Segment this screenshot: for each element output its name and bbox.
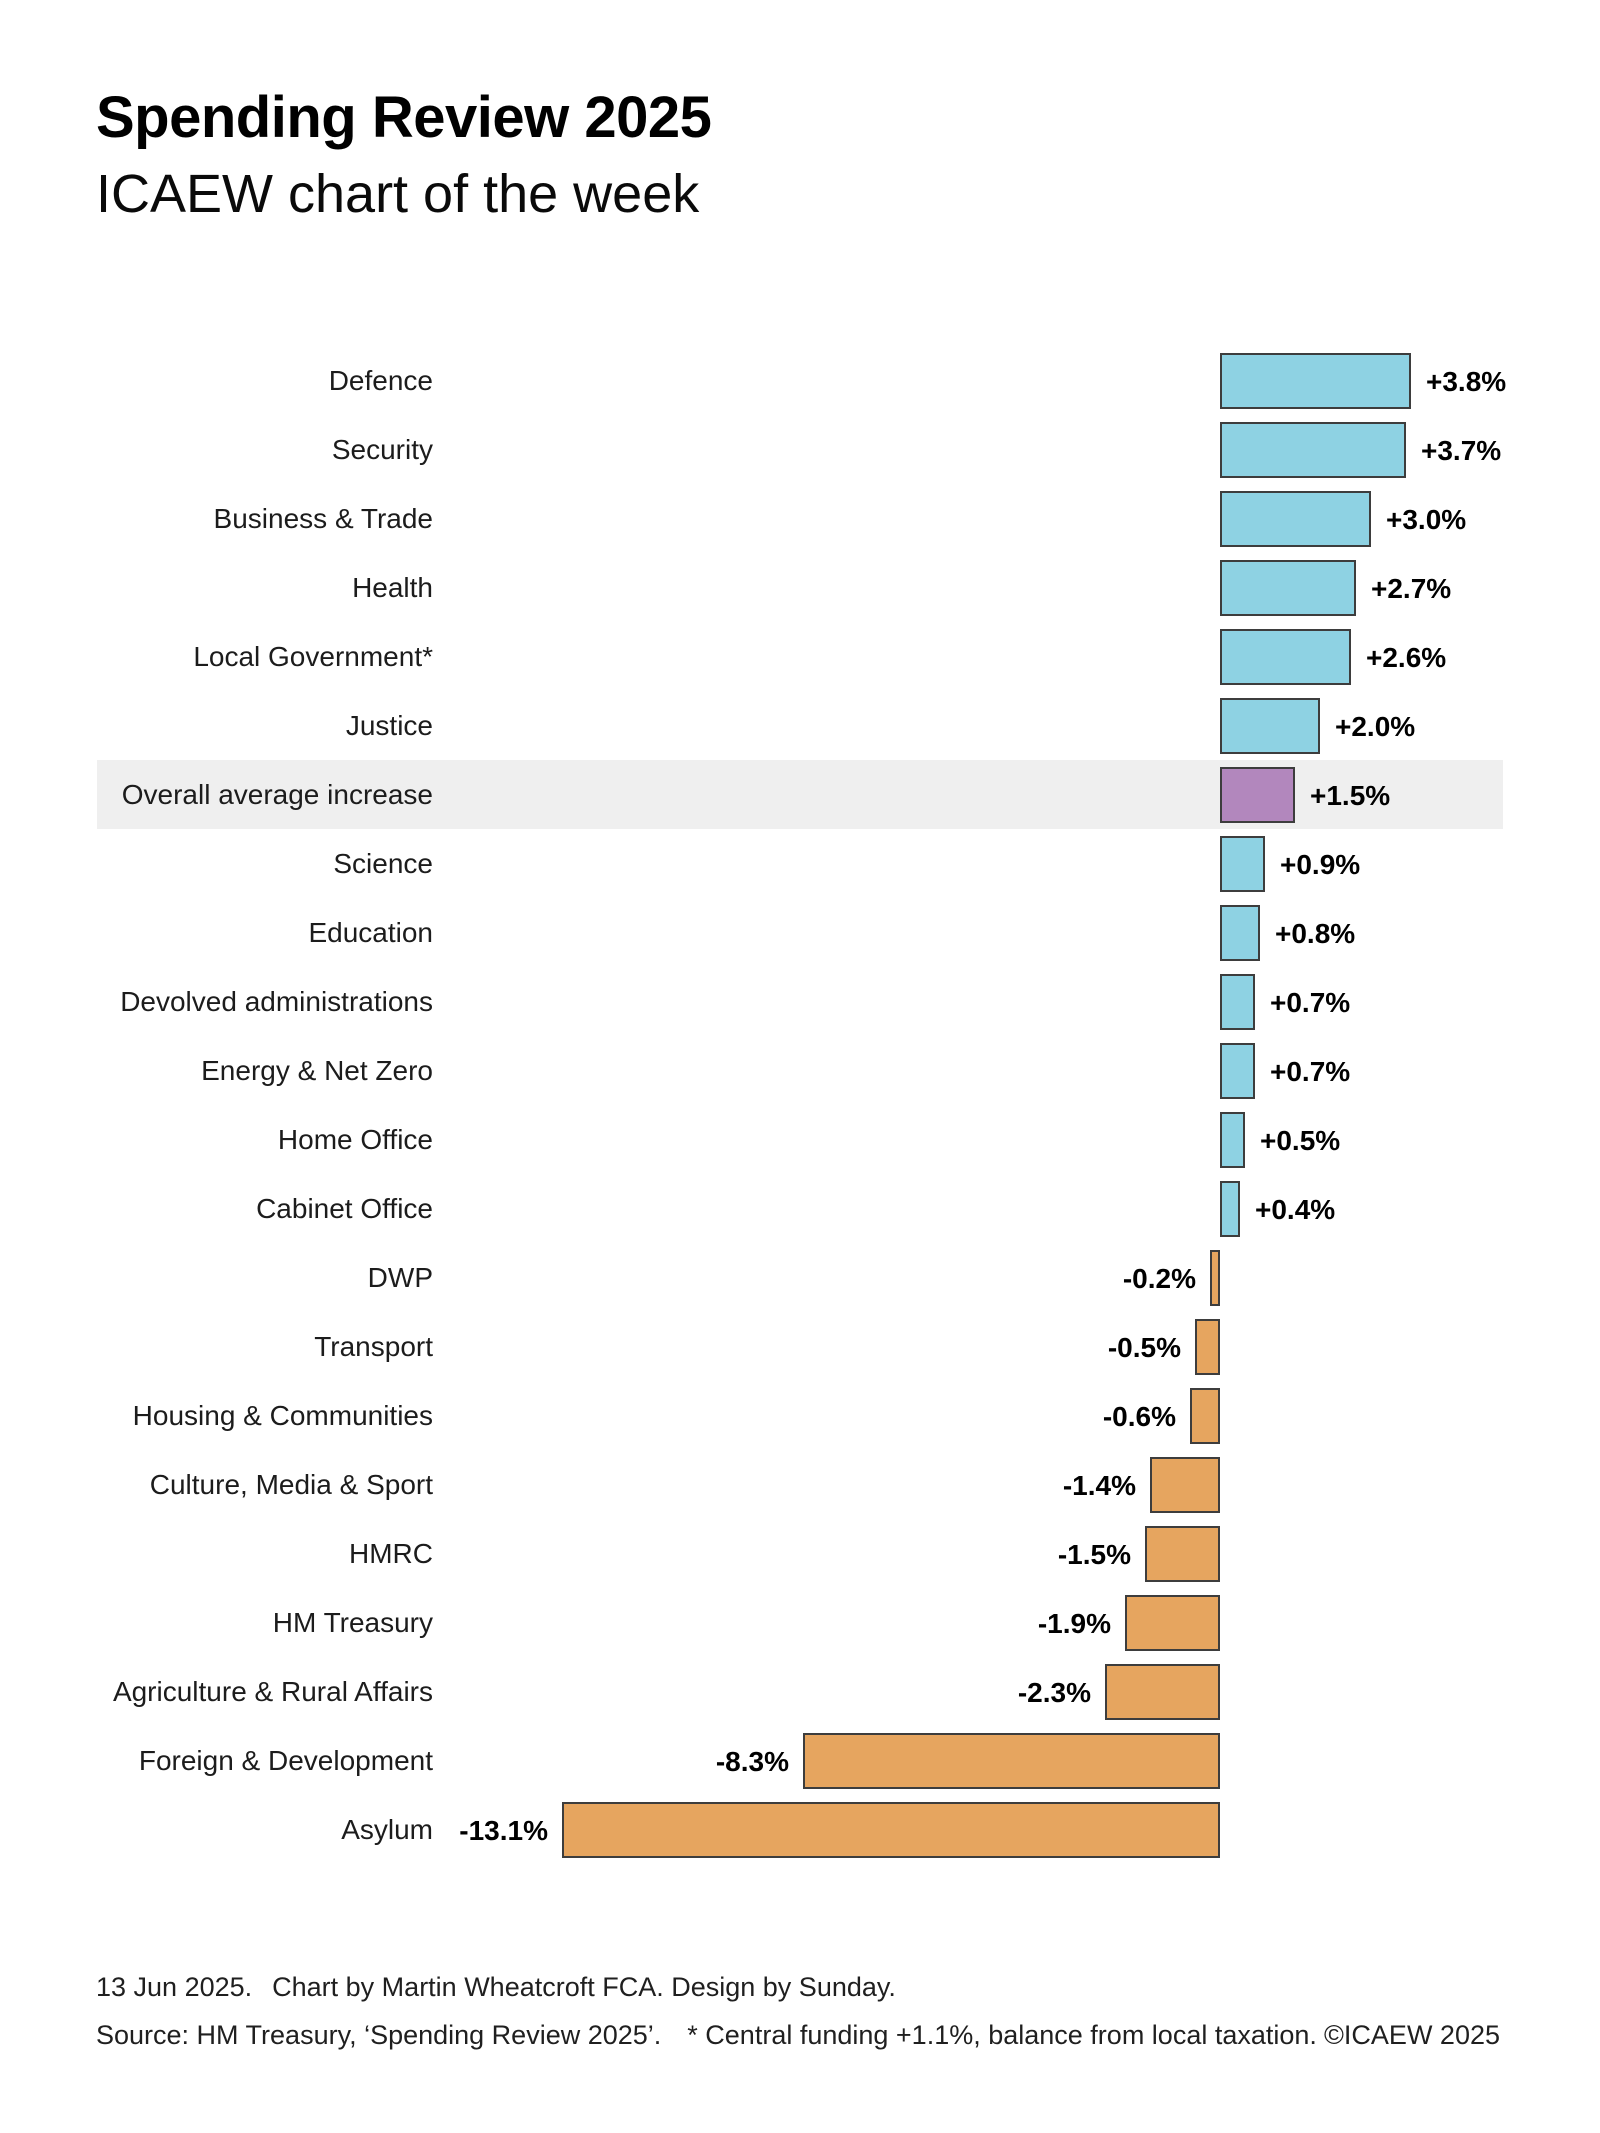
category-label: Local Government*	[193, 641, 433, 672]
value-label: +0.9%	[1280, 849, 1361, 880]
value-label: -0.6%	[1102, 1401, 1176, 1432]
category-label: DWP	[367, 1262, 433, 1293]
value-bar	[1220, 1043, 1255, 1099]
category-label: Cabinet Office	[256, 1193, 433, 1224]
chart-row: Defence +3.8%	[0, 346, 1600, 415]
value-bar	[1195, 1319, 1220, 1375]
value-bar	[1145, 1526, 1220, 1582]
page-title: Spending Review 2025	[96, 85, 712, 150]
category-label: Education	[308, 917, 433, 948]
value-bar	[1125, 1595, 1220, 1651]
value-label: -1.5%	[1057, 1539, 1131, 1570]
bar-chart: Defence +3.8% Security +3.7% Business & Trad…	[0, 346, 1600, 1866]
value-bar	[1220, 629, 1351, 685]
footer-note: * Central funding +1.1%, balance from lo…	[687, 2020, 1317, 2050]
chart-row: Science +0.9%	[0, 829, 1600, 898]
chart-row: Housing & Communities -0.6%	[0, 1381, 1600, 1450]
footer-credit-line: 13 Jun 2025. Chart by Martin Wheatcroft F…	[96, 1972, 896, 2003]
value-bar	[1220, 767, 1295, 823]
value-bar	[1220, 422, 1406, 478]
value-bar	[1220, 974, 1255, 1030]
value-bar	[1220, 1181, 1240, 1237]
value-label: -1.4%	[1062, 1470, 1136, 1501]
chart-row: Justice +2.0%	[0, 691, 1600, 760]
category-label: Science	[333, 848, 433, 879]
value-bar	[562, 1802, 1220, 1858]
value-bar	[1190, 1388, 1220, 1444]
value-bar	[803, 1733, 1220, 1789]
category-label: Transport	[314, 1331, 433, 1362]
chart-row: Business & Trade +3.0%	[0, 484, 1600, 553]
value-label: +2.0%	[1335, 711, 1416, 742]
category-label: Asylum	[341, 1814, 433, 1845]
value-bar	[1210, 1250, 1220, 1306]
category-label: HMRC	[349, 1538, 433, 1569]
chart-row: HM Treasury -1.9%	[0, 1588, 1600, 1657]
category-label: Business & Trade	[213, 503, 433, 534]
category-label: Security	[331, 434, 433, 465]
chart-row: Devolved administrations +0.7%	[0, 967, 1600, 1036]
category-label: Home Office	[277, 1124, 433, 1155]
chart-row: Local Government* +2.6%	[0, 622, 1600, 691]
value-bar	[1220, 698, 1320, 754]
chart-row: Cabinet Office +0.4%	[0, 1174, 1600, 1243]
value-bar	[1220, 560, 1356, 616]
chart-row: Culture, Media & Sport -1.4%	[0, 1450, 1600, 1519]
chart-row: Energy & Net Zero +0.7%	[0, 1036, 1600, 1105]
category-label: Foreign & Development	[138, 1745, 433, 1776]
chart-row: Home Office +0.5%	[0, 1105, 1600, 1174]
value-bar	[1220, 836, 1265, 892]
value-bar	[1105, 1664, 1220, 1720]
footer-source: Source: HM Treasury, ‘Spending Review 20…	[96, 2020, 662, 2050]
category-label: Defence	[328, 365, 433, 396]
chart-row: Agriculture & Rural Affairs -2.3%	[0, 1657, 1600, 1726]
value-label: -13.1%	[459, 1815, 548, 1846]
value-label: -8.3%	[715, 1746, 789, 1777]
value-label: -2.3%	[1017, 1677, 1091, 1708]
value-label: +3.7%	[1421, 435, 1502, 466]
value-label: -1.9%	[1037, 1608, 1111, 1639]
category-label: HM Treasury	[272, 1607, 433, 1638]
category-label: Justice	[345, 710, 433, 741]
value-label: +0.5%	[1260, 1125, 1341, 1156]
category-label: Housing & Communities	[132, 1400, 433, 1431]
category-label: Health	[352, 572, 433, 603]
value-bar	[1150, 1457, 1220, 1513]
value-bar	[1220, 1112, 1245, 1168]
value-label: +0.7%	[1270, 987, 1351, 1018]
value-label: -0.2%	[1122, 1263, 1196, 1294]
value-label: +0.8%	[1275, 918, 1356, 949]
value-label: +1.5%	[1310, 780, 1391, 811]
chart-row: Asylum -13.1%	[0, 1795, 1600, 1864]
category-label: Devolved administrations	[120, 986, 433, 1017]
category-label: Overall average increase	[121, 779, 433, 810]
value-label: +2.7%	[1371, 573, 1452, 604]
page-subtitle: ICAEW chart of the week	[96, 164, 700, 224]
chart-row: HMRC -1.5%	[0, 1519, 1600, 1588]
value-bar	[1220, 353, 1411, 409]
value-label: +0.4%	[1255, 1194, 1336, 1225]
chart-row: DWP -0.2%	[0, 1243, 1600, 1312]
category-label: Culture, Media & Sport	[149, 1469, 433, 1500]
value-bar	[1220, 905, 1260, 961]
value-label: -0.5%	[1107, 1332, 1181, 1363]
value-bar	[1220, 491, 1371, 547]
category-label: Agriculture & Rural Affairs	[112, 1676, 433, 1707]
footer-date: 13 Jun 2025.	[96, 1972, 253, 2002]
category-label: Energy & Net Zero	[201, 1055, 433, 1086]
footer-source-line: Source: HM Treasury, ‘Spending Review 20…	[96, 2020, 1317, 2051]
footer-credit: Chart by Martin Wheatcroft FCA. Design b…	[272, 1972, 896, 2002]
chart-row: Health +2.7%	[0, 553, 1600, 622]
value-label: +2.6%	[1366, 642, 1447, 673]
chart-row: Education +0.8%	[0, 898, 1600, 967]
value-label: +3.0%	[1386, 504, 1467, 535]
chart-row: Security +3.7%	[0, 415, 1600, 484]
value-label: +0.7%	[1270, 1056, 1351, 1087]
footer-copyright: ©ICAEW 2025	[1324, 2020, 1500, 2050]
chart-row: Transport -0.5%	[0, 1312, 1600, 1381]
value-label: +3.8%	[1426, 366, 1507, 397]
chart-row: Overall average increase +1.5%	[0, 760, 1600, 829]
chart-row: Foreign & Development -8.3%	[0, 1726, 1600, 1795]
